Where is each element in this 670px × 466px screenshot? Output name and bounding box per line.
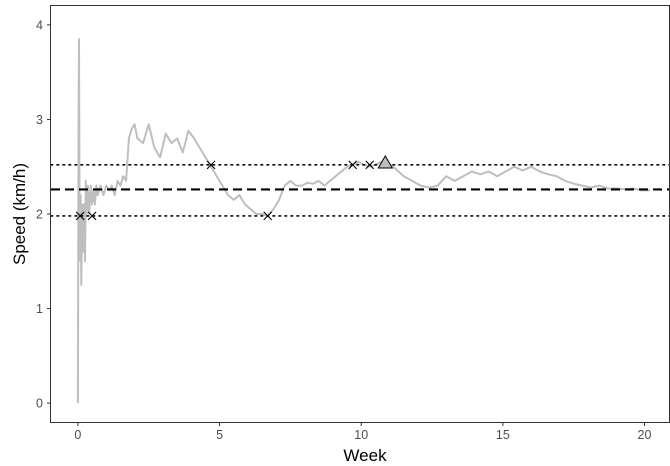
x-tick-label-5: 5 [216,428,223,442]
y-tick-label-2: 2 [36,208,43,222]
y-axis-title: Speed (km/h) [10,163,29,265]
y-axis: 0 1 2 3 4 [36,18,51,411]
plot-area [50,38,670,404]
cross-marker-2 [206,160,216,170]
triangle-marker [377,154,394,169]
cross-marker-4 [348,160,358,170]
x-axis-title: Week [343,446,387,465]
x-tick-label-0: 0 [74,428,81,442]
y-tick-label-0: 0 [36,397,43,411]
cross-marker-3 [263,211,273,221]
x-axis: 0 5 10 15 20 [74,422,652,442]
x-tick-label-20: 20 [638,428,652,442]
series-line-0 [76,38,651,404]
x-tick-label-15: 15 [496,428,510,442]
cross-marker-5 [365,160,375,170]
cross-marker-0 [75,211,85,221]
y-tick-label-3: 3 [36,113,43,127]
panel-border [50,5,670,423]
y-tick-label-1: 1 [36,302,43,316]
x-tick-label-10: 10 [354,428,368,442]
cross-marker-1 [87,211,97,221]
y-tick-label-4: 4 [36,18,43,32]
